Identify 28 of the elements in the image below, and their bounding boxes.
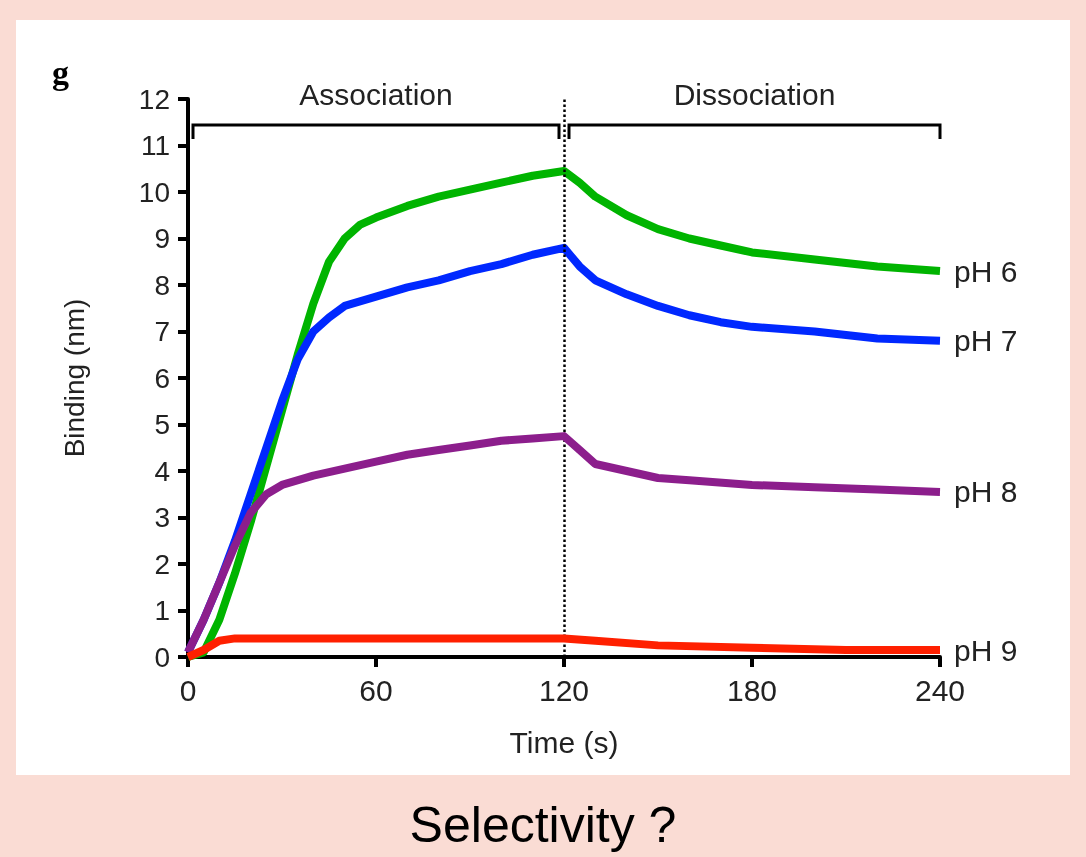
annotation: Association bbox=[299, 77, 453, 111]
series-label: pH 9 bbox=[954, 633, 1018, 667]
y-tick-label: 12 bbox=[138, 83, 170, 115]
y-tick-label: 7 bbox=[154, 316, 170, 347]
y-tick-label: 1 bbox=[154, 595, 170, 626]
y-tick-label: 3 bbox=[154, 502, 170, 533]
x-tick-label: 120 bbox=[538, 673, 590, 707]
y-tick-label: 2 bbox=[154, 548, 170, 580]
series-label: pH 6 bbox=[954, 254, 1018, 288]
series-label: pH 7 bbox=[954, 324, 1018, 358]
x-tick-label: 0 bbox=[179, 673, 197, 707]
y-axis-title: Binding (nm) bbox=[58, 298, 90, 458]
annotation: Dissociation bbox=[673, 77, 836, 111]
y-tick-label: 4 bbox=[154, 455, 170, 487]
x-tick-label: 60 bbox=[359, 673, 393, 707]
series-label: pH 8 bbox=[954, 475, 1018, 509]
y-tick-label: 9 bbox=[154, 223, 170, 254]
y-tick-label: 0 bbox=[154, 641, 170, 673]
x-axis-title: Time (s) bbox=[509, 725, 619, 759]
text: Selectivity ? bbox=[409, 797, 677, 853]
text: g bbox=[52, 53, 69, 91]
y-tick-label: 8 bbox=[154, 269, 170, 301]
y-tick-label: 11 bbox=[140, 130, 170, 161]
x-tick-label: 180 bbox=[726, 673, 778, 707]
y-tick-label: 5 bbox=[154, 409, 170, 440]
y-tick-label: 6 bbox=[154, 362, 170, 394]
x-tick-label: 240 bbox=[914, 673, 966, 707]
y-tick-label: 10 bbox=[138, 176, 170, 208]
